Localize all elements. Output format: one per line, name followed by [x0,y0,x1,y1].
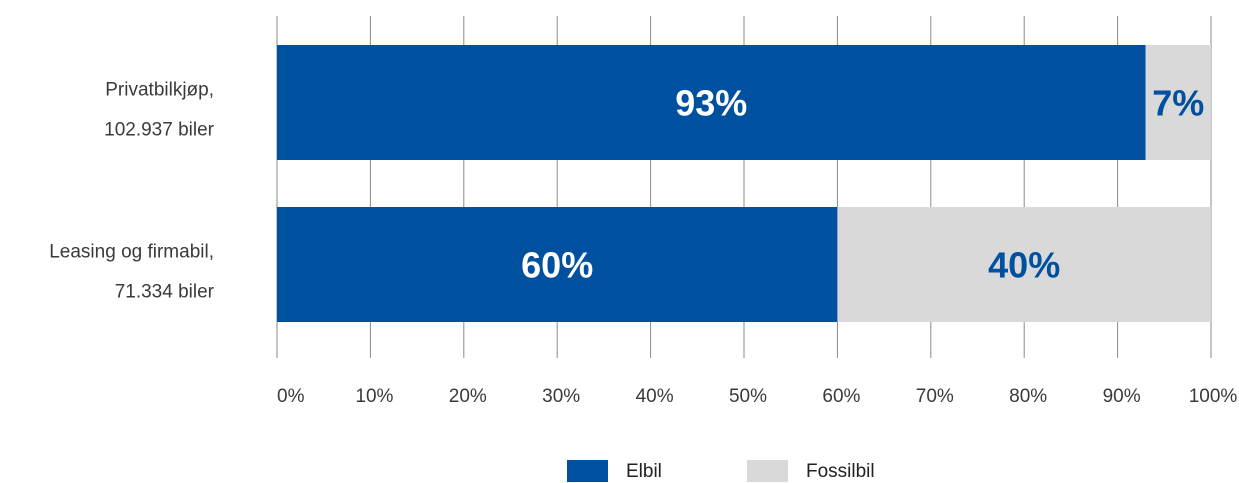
bar-fossilbil [837,207,1211,322]
legend-swatch-elbil [567,460,608,482]
category-label: Leasing og firmabil, 71.334 biler [49,242,214,303]
x-tick-label: 40% [636,386,674,407]
legend: Elbil Fossilbil [567,460,875,482]
bar-value-label: 7% [1152,83,1204,124]
x-tick-label: 10% [355,386,393,407]
x-tick-label: 100% [1189,386,1238,407]
x-tick-label: 50% [729,386,767,407]
x-tick-label: 80% [1009,386,1047,407]
bar-value-label: 60% [521,245,593,286]
category-label: Privatbilkjøp, 102.937 biler [104,80,215,141]
x-tick-label: 90% [1103,386,1141,407]
x-tick-label: 60% [822,386,860,407]
bar-value-label: 40% [988,245,1060,286]
x-tick-label: 20% [449,386,487,407]
x-tick-label: 30% [542,386,580,407]
x-tick-label: 70% [916,386,954,407]
legend-swatch-fossilbil [747,460,788,482]
bar-elbil [277,207,838,322]
x-tick-labels: 0% 10% 20% 30% 40% 50% 60% 70% 80% 90% 100% [277,386,1237,407]
legend-label: Elbil [626,461,662,482]
bar-value-label: 93% [675,83,747,124]
bar-elbil [277,45,1146,160]
x-tick-label: 0% [277,386,305,407]
category-labels: Privatbilkjøp, 102.937 biler Leasing og fi… [49,80,214,303]
bars: 93% 7% 60% 40% [277,45,1211,322]
bar-fossilbil [1145,45,1211,160]
legend-label: Fossilbil [806,461,875,482]
